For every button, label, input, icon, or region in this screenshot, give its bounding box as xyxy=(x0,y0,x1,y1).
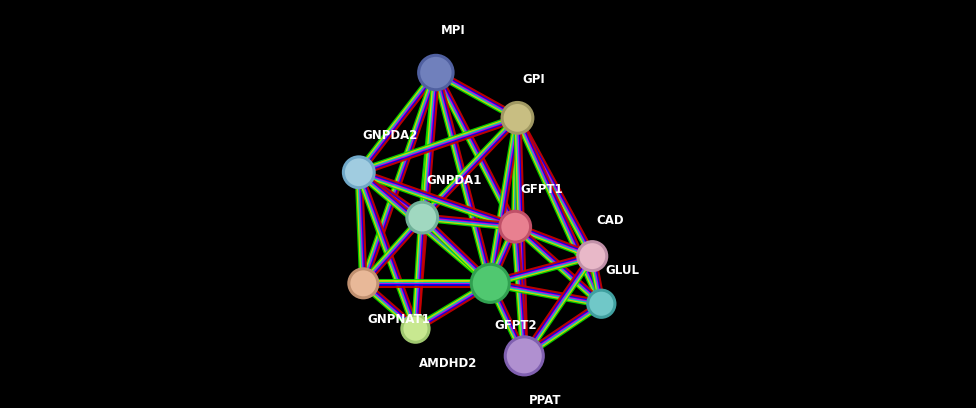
Circle shape xyxy=(500,211,531,242)
Circle shape xyxy=(348,269,378,298)
Text: CAD: CAD xyxy=(596,214,625,227)
Circle shape xyxy=(502,102,533,133)
Circle shape xyxy=(419,55,453,90)
Text: GNPNAT1: GNPNAT1 xyxy=(367,313,429,326)
Circle shape xyxy=(402,315,429,342)
Circle shape xyxy=(471,264,509,302)
Circle shape xyxy=(344,157,374,188)
Text: PPAT: PPAT xyxy=(529,394,561,407)
Text: GNPDA2: GNPDA2 xyxy=(362,129,418,142)
Text: MPI: MPI xyxy=(441,24,467,37)
Circle shape xyxy=(578,242,607,271)
Text: GFPT1: GFPT1 xyxy=(520,183,563,196)
Circle shape xyxy=(588,290,615,317)
Circle shape xyxy=(407,202,437,233)
Text: GFPT2: GFPT2 xyxy=(495,319,538,333)
Text: AMDHD2: AMDHD2 xyxy=(419,357,477,370)
Text: GNPDA1: GNPDA1 xyxy=(427,174,482,187)
Circle shape xyxy=(506,337,544,375)
Text: GLUL: GLUL xyxy=(606,264,640,277)
Text: GPI: GPI xyxy=(522,73,545,86)
